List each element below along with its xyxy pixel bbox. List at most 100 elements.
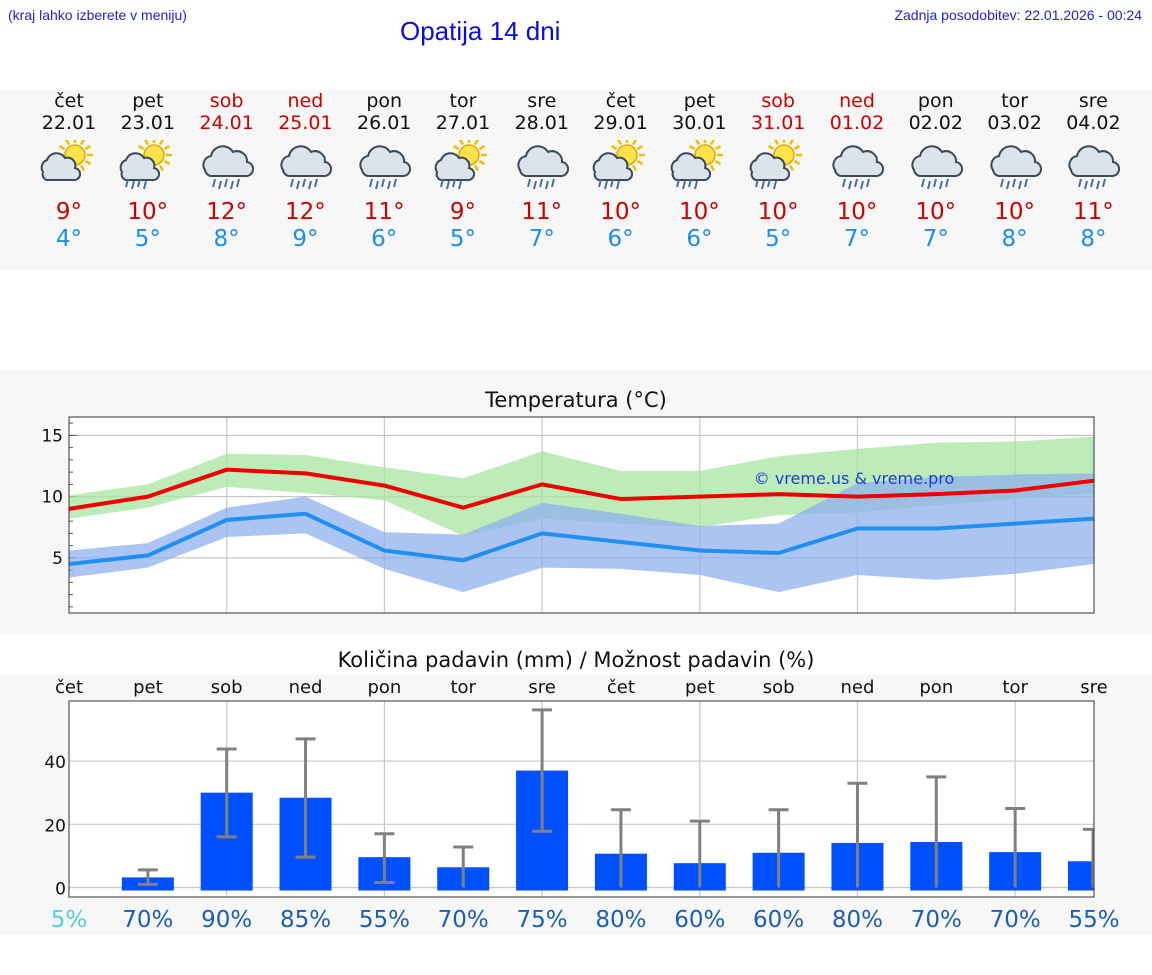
page-title: Opatija 14 dni: [400, 16, 561, 46]
error-bar: [1005, 806, 1026, 888]
precip-probability-label: 5%: [51, 907, 88, 933]
day-date: 31.01: [750, 112, 806, 134]
day-name: pon: [366, 90, 403, 112]
min-temp: 8°: [1001, 226, 1028, 252]
day-date: 24.01: [199, 112, 254, 134]
error-bar: [847, 781, 868, 888]
cloud-rain-icon: [832, 145, 885, 190]
precip-probability-label: 60%: [674, 907, 725, 933]
precip-probability-label: 85%: [280, 907, 331, 933]
cloud-rain-icon: [202, 145, 254, 190]
y-tick-label: 40: [44, 753, 66, 773]
day-column: tor 03.02 10° 8°: [975, 90, 1055, 253]
min-temp: 8°: [213, 226, 240, 252]
location-menu-hint: (kraj lahko izberete v meniju): [8, 7, 187, 23]
x-tick-label: tor: [1002, 677, 1028, 698]
day-name: čet: [54, 90, 84, 112]
min-temp: 5°: [134, 226, 161, 252]
min-temp-line: [68, 511, 1095, 566]
min-temp: 6°: [607, 226, 634, 252]
watermark-label: © vreme.us & vreme.pro: [754, 469, 955, 488]
day-name: sob: [209, 90, 244, 112]
x-tick-label: sre: [1080, 677, 1107, 698]
y-tick-label: 15: [41, 426, 63, 446]
error-bar: [689, 819, 710, 888]
day-date: 30.01: [672, 112, 727, 134]
x-tick-label: ned: [841, 677, 875, 698]
last-updated: Zadnja posodobitev: 22.01.2026 - 00:24: [894, 7, 1142, 23]
day-name: sob: [761, 90, 795, 112]
y-tick-label: 20: [44, 816, 66, 836]
day-column: sre 04.02 11° 8°: [1053, 90, 1133, 253]
min-temp: 4°: [55, 226, 83, 252]
x-tick-label: tor: [450, 677, 476, 698]
sun-cloud-icon: [40, 140, 93, 182]
day-name: čet: [605, 90, 636, 112]
error-bar: [926, 775, 947, 888]
day-date: 25.01: [278, 112, 333, 134]
max-temp-line: [68, 467, 1095, 511]
sun-cloud-rain-icon: [434, 140, 487, 190]
x-tick-label: čet: [55, 677, 83, 698]
max-temp: 12°: [206, 199, 247, 225]
day-column: tor 27.01 9° 5°: [423, 90, 503, 253]
error-bar: [453, 845, 474, 888]
day-column: ned 01.02 10° 7°: [817, 90, 897, 253]
error-bar: [216, 747, 237, 839]
min-temp: 6°: [371, 226, 398, 252]
x-tick-label: pon: [919, 677, 953, 698]
x-tick-label: pet: [685, 677, 715, 698]
min-temp: 8°: [1080, 226, 1107, 252]
min-temp: 6°: [686, 226, 713, 252]
precip-probability-label: 60%: [753, 907, 804, 933]
min-temp: 5°: [765, 226, 792, 252]
min-temp: 7°: [843, 226, 871, 252]
min-temp: 9°: [292, 226, 319, 252]
day-column: pon 26.01 11° 6°: [344, 90, 424, 253]
min-temp: 7°: [922, 226, 949, 252]
error-bar: [768, 808, 789, 888]
temperature-chart-title: Temperatura (°C): [485, 388, 667, 412]
day-name: pet: [683, 90, 715, 112]
day-column: pet 23.01 10° 5°: [108, 90, 188, 253]
x-tick-label: pet: [133, 677, 163, 698]
day-date: 01.02: [829, 112, 885, 134]
day-date: 02.02: [908, 112, 963, 134]
x-tick-label: sre: [528, 677, 555, 698]
max-temp: 10°: [915, 199, 957, 225]
day-date: 03.02: [987, 112, 1042, 134]
max-temp: 12°: [285, 199, 326, 225]
y-tick-label: 5: [52, 549, 63, 569]
day-column: pon 02.02 10° 7°: [896, 90, 976, 253]
cloud-rain-icon: [1068, 145, 1121, 190]
day-name: sre: [527, 90, 557, 112]
precip-probability-label: 55%: [1068, 907, 1119, 933]
day-name: pon: [917, 90, 954, 112]
max-temp: 11°: [363, 199, 405, 225]
day-name: sre: [1078, 90, 1108, 112]
precipitation-chart: 0 20 40 čet pet sob ned pon tor sre čet pet sob ned po…: [44, 677, 1119, 933]
day-date: 27.01: [435, 112, 491, 134]
day-name: ned: [839, 90, 875, 112]
cloud-rain-icon: [280, 145, 333, 190]
day-column: sob 24.01 12° 8°: [187, 90, 267, 253]
temperature-chart: 5 10 15 © vreme.us & vreme.pro: [41, 416, 1095, 614]
max-temp: 9°: [55, 199, 83, 225]
day-date: 04.02: [1066, 112, 1121, 134]
max-temp: 10°: [679, 199, 720, 225]
day-name: ned: [287, 90, 324, 112]
precip-probability-label: 80%: [595, 907, 646, 933]
precip-probability-label: 70%: [438, 907, 489, 933]
cloud-rain-icon: [517, 145, 569, 190]
sun-cloud-rain-icon: [592, 140, 645, 190]
cloud-rain-icon: [990, 145, 1042, 190]
max-temp: 10°: [757, 199, 799, 225]
error-bar: [1083, 827, 1095, 888]
day-name: pet: [132, 90, 164, 112]
day-column: čet 22.01 9° 4°: [29, 90, 109, 253]
x-tick-label: ned: [289, 677, 323, 698]
error-bar: [295, 737, 316, 859]
day-date: 28.01: [514, 112, 569, 134]
precip-probability-label: 80%: [832, 907, 883, 933]
precip-probability-label: 70%: [911, 907, 962, 933]
